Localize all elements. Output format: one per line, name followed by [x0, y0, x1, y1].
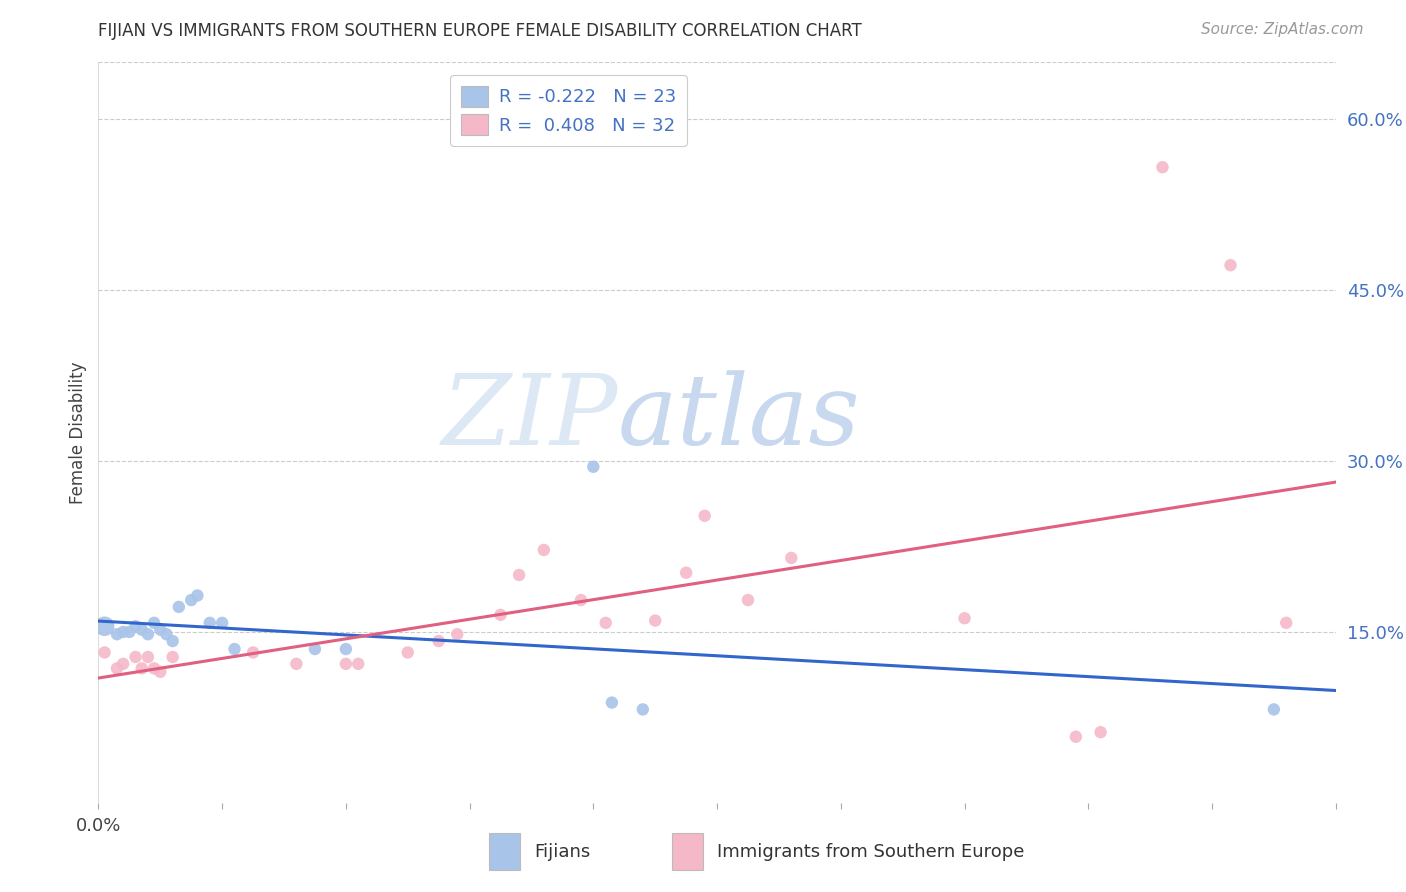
Point — [1263, 702, 1285, 716]
Point — [446, 627, 468, 641]
Point — [953, 611, 976, 625]
Point — [149, 665, 172, 679]
Point — [112, 624, 135, 639]
Point — [93, 645, 115, 659]
Point — [631, 702, 654, 716]
Point — [180, 593, 202, 607]
Point — [124, 619, 146, 633]
Point — [489, 607, 512, 622]
Point — [508, 568, 530, 582]
Point — [198, 615, 221, 630]
Point — [186, 589, 208, 603]
Point — [162, 650, 184, 665]
Point — [780, 550, 803, 565]
Point — [211, 615, 233, 630]
Point — [118, 624, 141, 639]
Point — [131, 623, 153, 637]
Point — [675, 566, 697, 580]
Point — [1090, 725, 1112, 739]
Point — [1275, 615, 1298, 630]
Point — [105, 627, 128, 641]
Text: FIJIAN VS IMMIGRANTS FROM SOUTHERN EUROPE FEMALE DISABILITY CORRELATION CHART: FIJIAN VS IMMIGRANTS FROM SOUTHERN EUROP… — [98, 22, 862, 40]
Point — [595, 615, 617, 630]
Text: Fijians: Fijians — [534, 843, 591, 861]
Legend: R = -0.222   N = 23, R =  0.408   N = 32: R = -0.222 N = 23, R = 0.408 N = 32 — [450, 75, 688, 145]
Point — [1219, 258, 1241, 272]
Bar — [489, 833, 520, 870]
Y-axis label: Female Disability: Female Disability — [69, 361, 87, 504]
Text: atlas: atlas — [619, 370, 860, 466]
Point — [124, 650, 146, 665]
Point — [347, 657, 370, 671]
Point — [335, 642, 357, 657]
Point — [582, 459, 605, 474]
Point — [143, 661, 166, 675]
Point — [112, 657, 135, 671]
Point — [396, 645, 419, 659]
Point — [569, 593, 592, 607]
Point — [155, 627, 177, 641]
Point — [533, 543, 555, 558]
Point — [600, 696, 623, 710]
Point — [242, 645, 264, 659]
Point — [162, 634, 184, 648]
Point — [737, 593, 759, 607]
Point — [1152, 160, 1174, 174]
Text: ZIP: ZIP — [441, 370, 619, 466]
Bar — [672, 833, 703, 870]
Point — [644, 614, 666, 628]
Point — [136, 650, 159, 665]
Point — [304, 642, 326, 657]
Point — [285, 657, 308, 671]
Point — [427, 634, 450, 648]
Point — [224, 642, 246, 657]
Point — [131, 661, 153, 675]
Point — [143, 615, 166, 630]
Point — [693, 508, 716, 523]
Point — [105, 661, 128, 675]
Point — [335, 657, 357, 671]
Text: Source: ZipAtlas.com: Source: ZipAtlas.com — [1201, 22, 1364, 37]
Text: Immigrants from Southern Europe: Immigrants from Southern Europe — [717, 843, 1025, 861]
Point — [1064, 730, 1087, 744]
Point — [167, 599, 190, 614]
Point — [149, 623, 172, 637]
Point — [136, 627, 159, 641]
Point — [93, 619, 115, 633]
